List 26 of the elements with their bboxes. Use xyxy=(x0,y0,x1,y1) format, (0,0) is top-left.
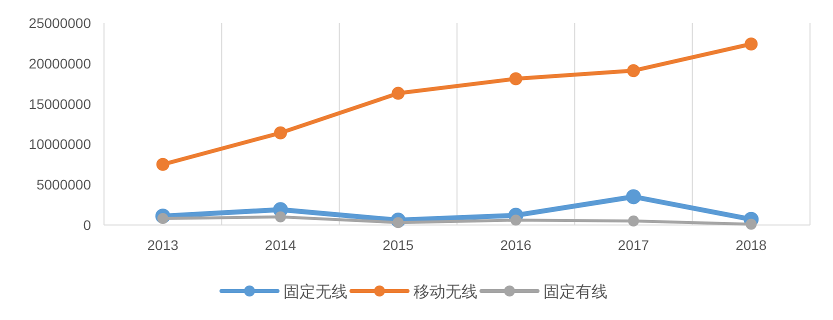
y-tick-label: 5000000 xyxy=(36,176,92,193)
point xyxy=(509,72,522,86)
y-tick-label: 25000000 xyxy=(28,15,92,31)
x-tick-label: 2017 xyxy=(618,237,650,253)
x-tick-label: 2014 xyxy=(264,237,296,253)
point xyxy=(275,211,286,222)
x-tick-label: 2016 xyxy=(500,237,532,253)
point xyxy=(746,218,757,230)
point xyxy=(628,215,639,226)
y-tick-label: 0 xyxy=(83,217,92,233)
point xyxy=(156,158,170,171)
point xyxy=(274,126,287,140)
point xyxy=(510,214,522,226)
y-tick-label: 20000000 xyxy=(28,55,92,72)
point xyxy=(626,189,641,204)
x-tick-label: 2013 xyxy=(147,237,179,253)
x-tick-label: 2015 xyxy=(382,237,414,253)
point xyxy=(744,38,758,51)
x-tick-label: 2018 xyxy=(736,237,767,253)
point xyxy=(627,64,640,78)
y-tick-label: 10000000 xyxy=(28,136,92,152)
legend-label: 固定无线 xyxy=(284,283,348,301)
y-tick-label: 15000000 xyxy=(28,96,92,112)
legend-label: 移动无线 xyxy=(414,283,478,301)
point xyxy=(392,86,405,100)
legend-label: 固定有线 xyxy=(544,283,608,301)
